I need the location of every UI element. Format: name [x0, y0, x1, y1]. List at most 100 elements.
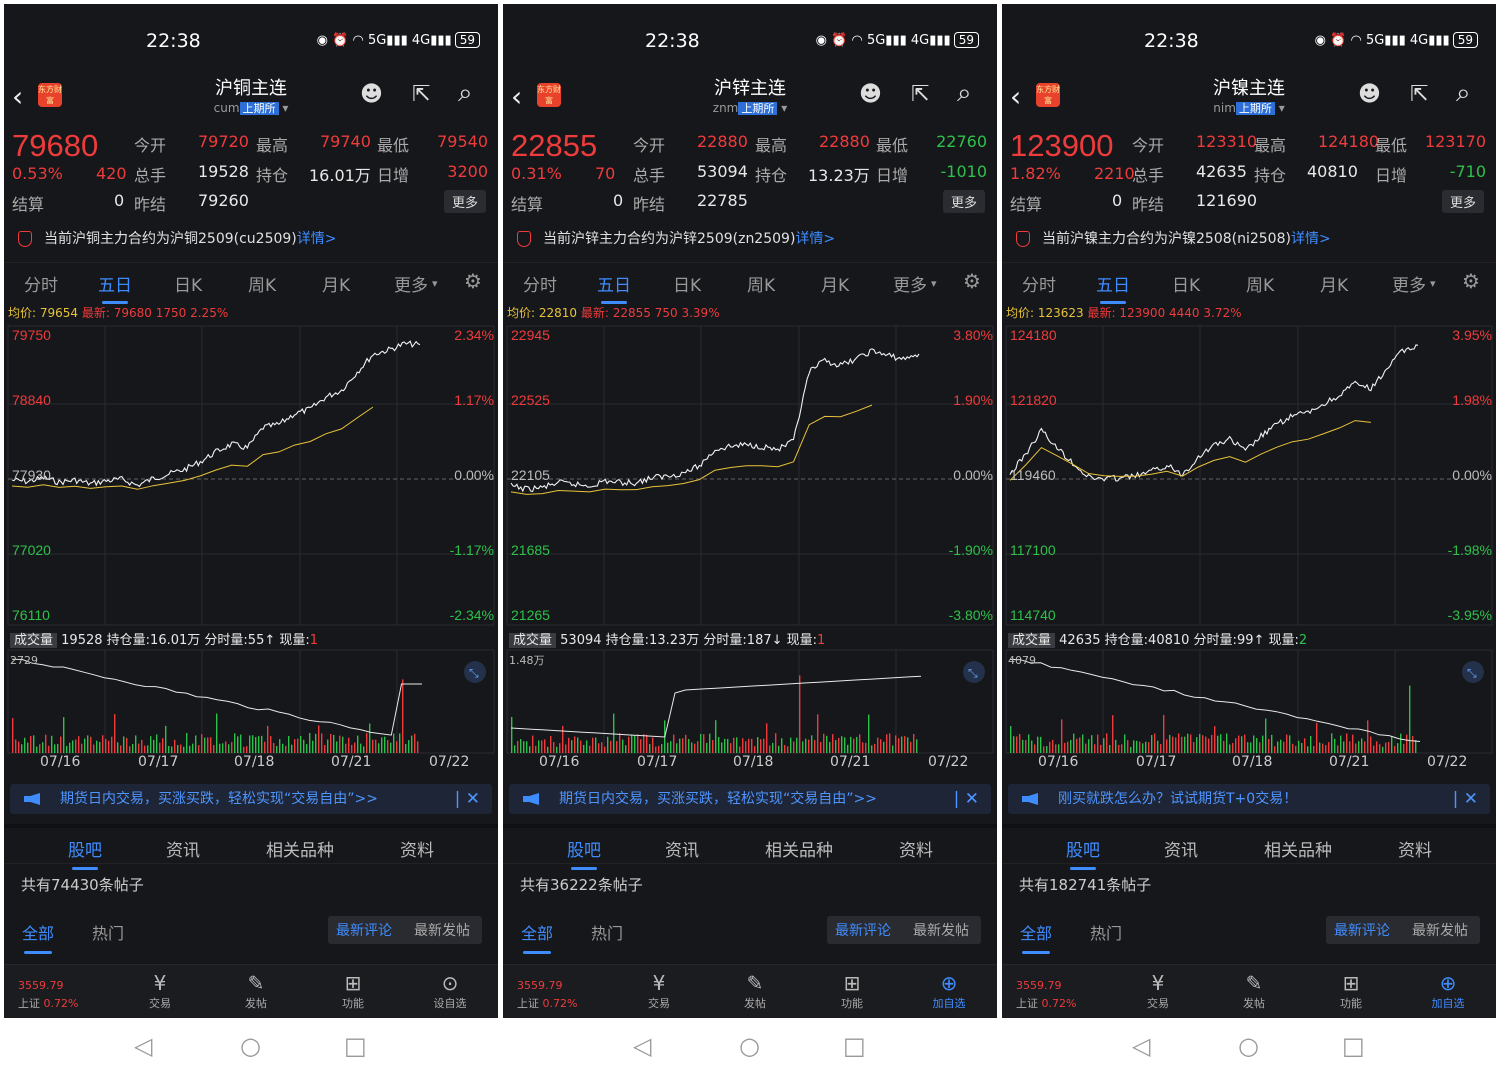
system-back-icon[interactable]: ◁	[1132, 1032, 1151, 1060]
promo-banner[interactable]: 期货日内交易，买涨买跌，轻松实现“交易自由”>> | ✕	[509, 784, 991, 814]
system-recents-icon[interactable]: □	[344, 1032, 367, 1060]
tab-1[interactable]: 五日	[597, 271, 631, 304]
detail-link[interactable]: 详情>	[296, 231, 337, 247]
tab-3[interactable]: 周K	[248, 276, 277, 296]
close-icon[interactable]: | ✕	[953, 789, 979, 809]
tab-0[interactable]: 分时	[523, 276, 557, 296]
nav-function[interactable]: ⊞ 功能	[1321, 971, 1381, 1011]
index-quote[interactable]: 3559.79 上证 0.72%	[1016, 977, 1076, 1013]
price-chart[interactable]: 124180 3.95% 121820 1.98% 119460 0.00% 117100 -…	[1002, 322, 1496, 627]
index-quote[interactable]: 3559.79 上证 0.72%	[18, 977, 78, 1013]
content-tab-3[interactable]: 资料	[400, 841, 434, 861]
volume-tag[interactable]: 成交量	[10, 633, 58, 648]
robot-assistant-icon[interactable]: ☻	[859, 82, 882, 107]
filter-all[interactable]: 全部	[521, 920, 553, 954]
tab-2[interactable]: 日K	[1172, 276, 1201, 296]
robot-assistant-icon[interactable]: ☻	[1358, 82, 1381, 107]
tab-1[interactable]: 五日	[1096, 271, 1130, 304]
content-tab-0[interactable]: 股吧	[1066, 836, 1100, 870]
nav-post[interactable]: ✎ 发帖	[1224, 971, 1284, 1011]
nav-trade[interactable]: ¥ 交易	[629, 971, 689, 1011]
tab-3[interactable]: 周K	[1246, 276, 1275, 296]
tab-4[interactable]: 月K	[1320, 276, 1349, 296]
main-contract-notice[interactable]: 当前沪铜主力合约为沪铜2509(cu2509)详情>	[4, 224, 498, 254]
nav-function[interactable]: ⊞ 功能	[822, 971, 882, 1011]
sort-latest-comment[interactable]: 最新评论	[336, 923, 392, 939]
nav-watchlist[interactable]: ⊙ 设自选	[420, 971, 480, 1011]
nav-trade[interactable]: ¥ 交易	[130, 971, 190, 1011]
content-tab-0[interactable]: 股吧	[567, 836, 601, 870]
filter-hot[interactable]: 热门	[1090, 924, 1123, 943]
search-icon[interactable]: ⌕	[1456, 78, 1471, 108]
tab-4[interactable]: 月K	[821, 276, 850, 296]
content-tab-3[interactable]: 资料	[899, 841, 933, 861]
system-recents-icon[interactable]: □	[843, 1032, 866, 1060]
sort-latest-post[interactable]: 最新发帖	[1412, 923, 1468, 939]
more-button[interactable]: 更多	[1441, 190, 1484, 213]
content-tab-1[interactable]: 资讯	[1164, 841, 1198, 861]
contract-subtitle[interactable]: znm 上期所 ▾	[503, 100, 997, 116]
filter-hot[interactable]: 热门	[92, 924, 125, 943]
volume-tag[interactable]: 成交量	[1008, 633, 1056, 648]
volume-tag[interactable]: 成交量	[509, 633, 557, 648]
price-chart[interactable]: 22945 3.80% 22525 1.90% 22105 0.00% 21685 -1.90…	[503, 322, 997, 627]
tab-1[interactable]: 五日	[98, 271, 132, 304]
main-contract-notice[interactable]: 当前沪镍主力合约为沪镍2508(ni2508)详情>	[1002, 224, 1496, 254]
share-icon[interactable]: ⇱	[412, 82, 431, 107]
sort-latest-post[interactable]: 最新发帖	[913, 923, 969, 939]
system-recents-icon[interactable]: □	[1342, 1032, 1365, 1060]
promo-banner[interactable]: 刚买就跌怎么办？试试期货T+0交易！ | ✕	[1008, 784, 1490, 814]
contract-subtitle[interactable]: cum 上期所 ▾	[4, 100, 498, 116]
gear-icon[interactable]: ⚙	[963, 269, 981, 293]
sort-latest-post[interactable]: 最新发帖	[414, 923, 470, 939]
more-button[interactable]: 更多	[443, 190, 486, 213]
expand-icon[interactable]	[963, 661, 985, 683]
index-quote[interactable]: 3559.79 上证 0.72%	[517, 977, 577, 1013]
nav-trade[interactable]: ¥ 交易	[1128, 971, 1188, 1011]
system-home-icon[interactable]: ○	[1238, 1032, 1259, 1060]
close-icon[interactable]: | ✕	[454, 789, 480, 809]
tab-4[interactable]: 月K	[322, 276, 351, 296]
share-icon[interactable]: ⇱	[1410, 82, 1429, 107]
volume-chart[interactable]: 1.48万 ⤡	[503, 648, 997, 754]
volume-chart[interactable]: 4079 ⤡	[1002, 648, 1496, 754]
expand-icon[interactable]	[1462, 661, 1484, 683]
content-tab-1[interactable]: 资讯	[166, 841, 200, 861]
tab-3[interactable]: 周K	[747, 276, 776, 296]
system-home-icon[interactable]: ○	[739, 1032, 760, 1060]
nav-post[interactable]: ✎ 发帖	[725, 971, 785, 1011]
nav-watchlist[interactable]: ⊕ 加自选	[919, 971, 979, 1011]
system-home-icon[interactable]: ○	[240, 1032, 261, 1060]
close-icon[interactable]: | ✕	[1452, 789, 1478, 809]
sort-latest-comment[interactable]: 最新评论	[835, 923, 891, 939]
content-tab-1[interactable]: 资讯	[665, 841, 699, 861]
detail-link[interactable]: 详情>	[1290, 231, 1331, 247]
filter-hot[interactable]: 热门	[591, 924, 624, 943]
content-tab-2[interactable]: 相关品种	[765, 841, 833, 861]
search-icon[interactable]: ⌕	[957, 78, 972, 108]
tab-2[interactable]: 日K	[174, 276, 203, 296]
system-back-icon[interactable]: ◁	[134, 1032, 153, 1060]
robot-assistant-icon[interactable]: ☻	[360, 82, 383, 107]
price-chart[interactable]: 79750 2.34% 78840 1.17% 77930 0.00% 77020 -1.17…	[4, 322, 498, 627]
gear-icon[interactable]: ⚙	[464, 269, 482, 293]
content-tab-3[interactable]: 资料	[1398, 841, 1432, 861]
filter-all[interactable]: 全部	[22, 920, 54, 954]
tab-0[interactable]: 分时	[1022, 276, 1056, 296]
tab-5[interactable]: 更多	[394, 276, 428, 296]
promo-banner[interactable]: 期货日内交易，买涨买跌，轻松实现“交易自由”>> | ✕	[10, 784, 492, 814]
detail-link[interactable]: 详情>	[795, 231, 836, 247]
tab-5[interactable]: 更多	[893, 276, 927, 296]
search-icon[interactable]: ⌕	[458, 78, 473, 108]
more-button[interactable]: 更多	[942, 190, 985, 213]
back-icon[interactable]: ‹	[511, 80, 523, 113]
share-icon[interactable]: ⇱	[911, 82, 930, 107]
nav-function[interactable]: ⊞ 功能	[323, 971, 383, 1011]
content-tab-2[interactable]: 相关品种	[266, 841, 334, 861]
tab-0[interactable]: 分时	[24, 276, 58, 296]
back-icon[interactable]: ‹	[12, 80, 24, 113]
expand-icon[interactable]	[464, 661, 486, 683]
tab-5[interactable]: 更多	[1392, 276, 1426, 296]
back-icon[interactable]: ‹	[1010, 80, 1022, 113]
nav-watchlist[interactable]: ⊕ 加自选	[1418, 971, 1478, 1011]
